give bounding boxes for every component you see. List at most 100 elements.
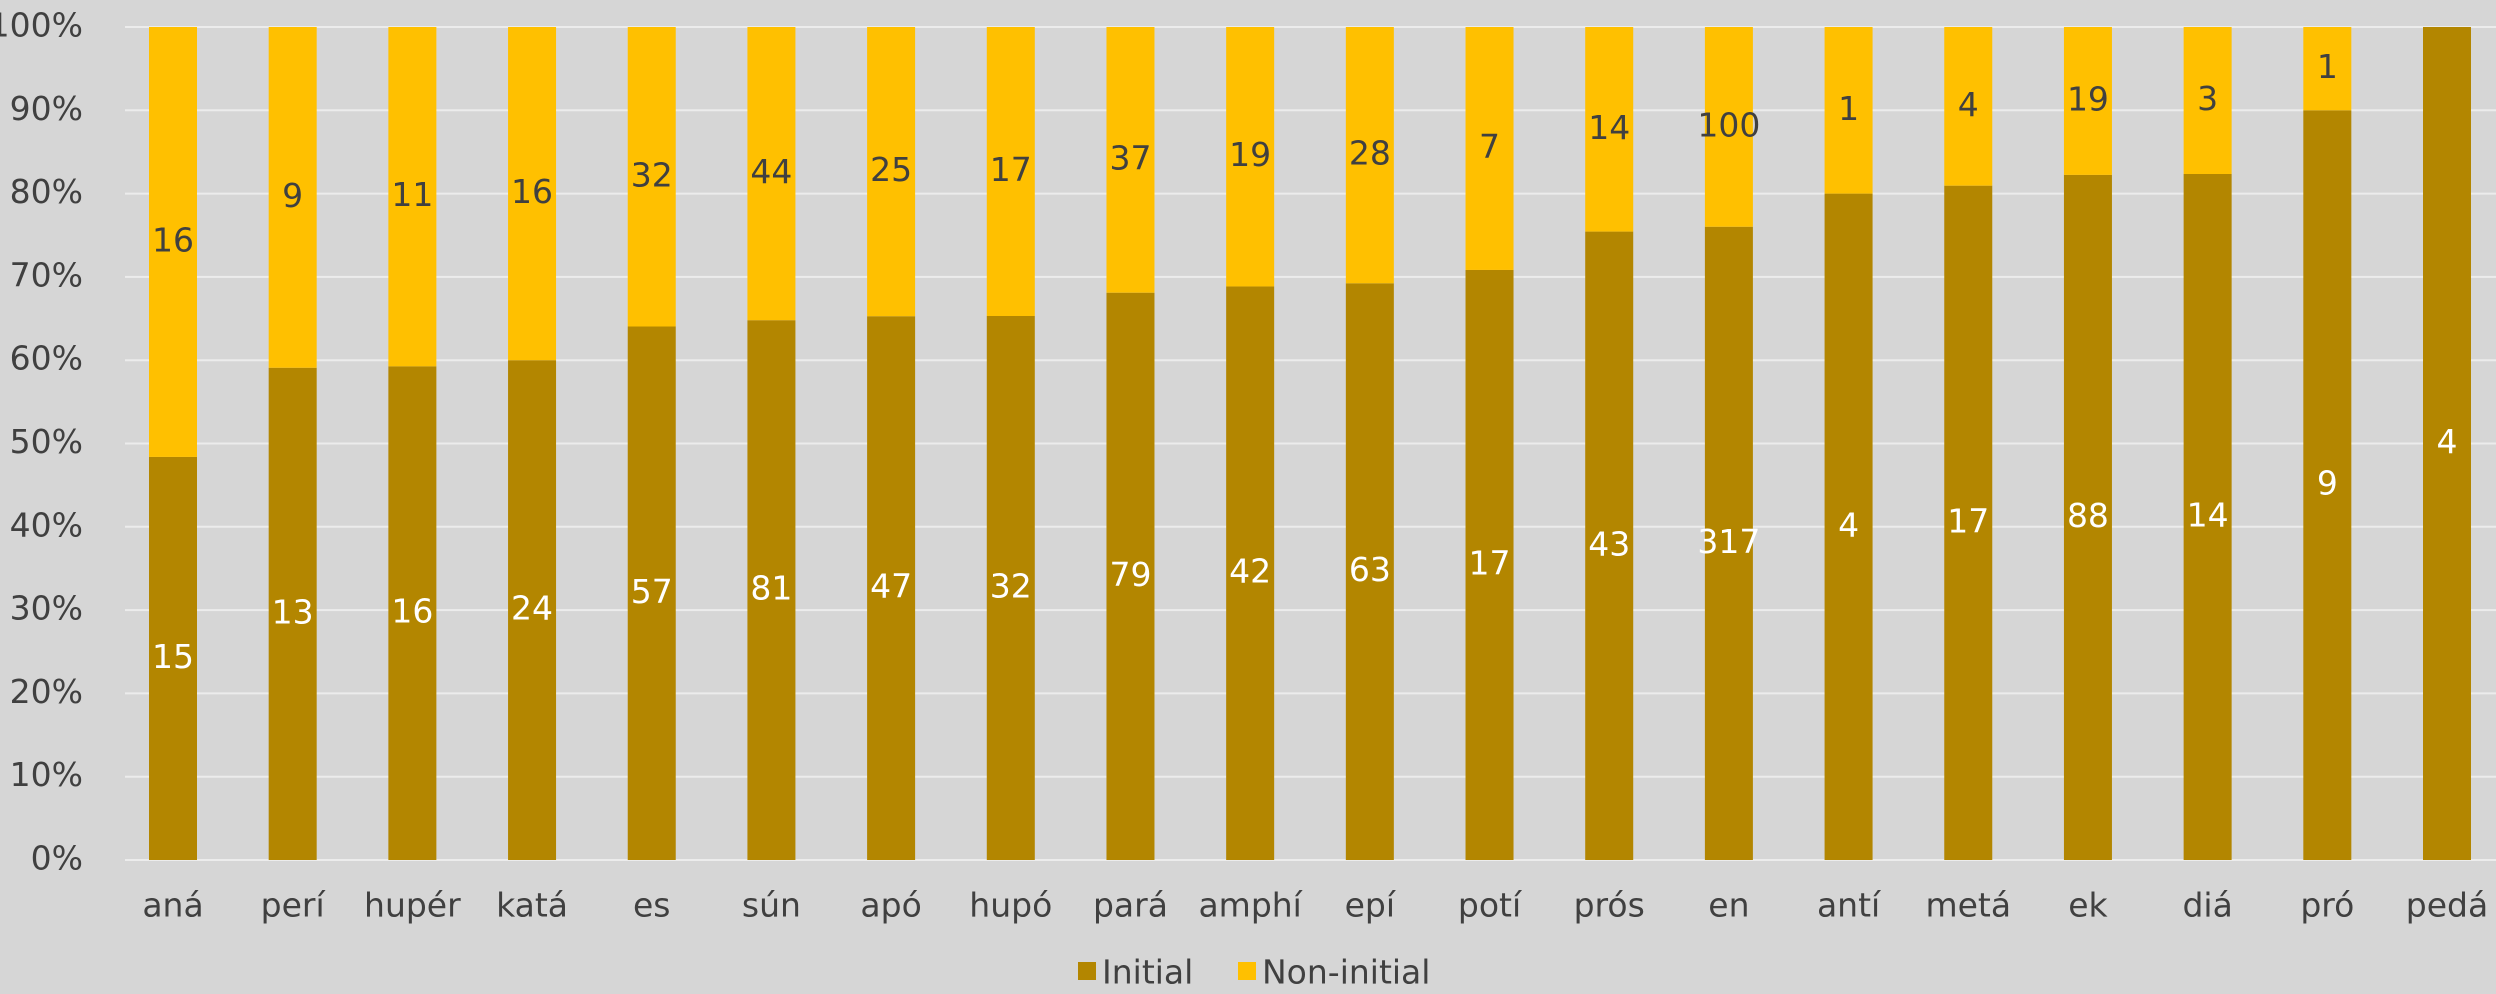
bar-segment: [1465, 269, 1514, 860]
data-label: 37: [1109, 138, 1151, 177]
x-tick-label: hupér: [364, 886, 461, 925]
data-label: 16: [391, 592, 433, 631]
bar-segment: [388, 366, 437, 860]
bar-segment: [1226, 286, 1275, 861]
data-label: 15: [152, 637, 194, 676]
bar-segment: [867, 27, 916, 317]
data-label: 19: [2067, 79, 2109, 118]
bar-segment: [747, 27, 796, 321]
y-tick-label: 10%: [10, 755, 83, 794]
bar-segment: [268, 27, 317, 368]
bar-segment: [388, 27, 437, 367]
bar-segment: [1345, 283, 1394, 860]
x-tick-label: es: [633, 886, 671, 925]
legend-label: Non-initial: [1262, 953, 1430, 992]
bar-segment: [1345, 27, 1394, 284]
bar-segment: [1824, 193, 1873, 861]
data-label: 57: [631, 572, 673, 611]
bar-segment: [2303, 27, 2352, 111]
bar-segment: [867, 316, 916, 861]
bar-segment: [2303, 110, 2352, 861]
data-label: 63: [1349, 550, 1391, 589]
y-tick-label: 100%: [0, 6, 83, 45]
bar-segment: [2063, 27, 2112, 175]
bar-segment: [747, 320, 796, 860]
legend-swatch: [1238, 962, 1256, 980]
bar-segment: [149, 456, 197, 860]
y-tick-label: 70%: [10, 255, 83, 294]
y-tick-label: 30%: [10, 589, 83, 628]
x-tick-label: hupó: [969, 886, 1052, 925]
bar-segment: [149, 27, 197, 457]
bar-segment: [508, 360, 557, 860]
bar-segment: [1585, 231, 1634, 860]
data-label: 25: [870, 150, 912, 189]
x-tick-label: en: [1708, 886, 1749, 925]
x-tick-label: pedá: [2406, 886, 2488, 925]
x-tick-label: metá: [1925, 886, 2011, 925]
y-tick-label: 20%: [10, 672, 83, 711]
bar-segment: [508, 27, 557, 361]
data-label: 9: [2317, 464, 2338, 503]
data-label: 81: [750, 569, 792, 608]
data-label: 11: [391, 175, 433, 214]
bar-segment: [1944, 185, 1993, 860]
data-label: 3: [2197, 79, 2218, 118]
x-tick-label: pró: [2300, 886, 2354, 925]
data-label: 14: [1588, 108, 1630, 147]
data-label: 24: [511, 589, 553, 628]
bar-segment: [1465, 27, 1514, 270]
data-label: 44: [750, 152, 792, 191]
x-tick-label: aná: [142, 886, 203, 925]
bar-segment: [1704, 27, 1753, 227]
bar-segment: [2183, 27, 2232, 174]
data-label: 16: [152, 220, 194, 259]
x-tick-label: epí: [1345, 886, 1397, 925]
data-label: 32: [631, 155, 673, 194]
x-tick-label: apó: [860, 886, 921, 925]
data-label: 1: [2317, 47, 2338, 86]
data-label: 100: [1697, 105, 1760, 144]
data-label: 32: [990, 567, 1032, 606]
data-label: 317: [1697, 522, 1760, 561]
data-label: 13: [272, 592, 314, 631]
bar-segment: [1585, 27, 1634, 232]
data-label: 4: [2437, 422, 2458, 461]
y-tick-label: 40%: [10, 505, 83, 544]
bar-segment: [627, 27, 676, 327]
y-tick-label: 90%: [10, 89, 83, 128]
x-tick-label: potí: [1458, 886, 1523, 925]
data-label: 47: [870, 567, 912, 606]
x-tick-label: amphí: [1198, 886, 1303, 925]
data-label: 19: [1229, 135, 1271, 174]
data-label: 17: [990, 150, 1032, 189]
data-label: 42: [1229, 552, 1271, 591]
data-label: 79: [1109, 555, 1151, 594]
data-label: 17: [1947, 501, 1989, 540]
data-label: 4: [1838, 505, 1859, 544]
y-tick-label: 60%: [10, 339, 83, 378]
bar-segment: [1704, 226, 1753, 860]
x-tick-label: ek: [2068, 886, 2108, 925]
bar-segment: [1824, 27, 1873, 194]
legend-swatch: [1078, 962, 1096, 980]
bar-segment: [2183, 174, 2232, 860]
data-label: 9: [282, 176, 303, 215]
bar-segment: [268, 367, 317, 860]
bar-segment: [1106, 292, 1155, 861]
data-label: 4: [1958, 85, 1979, 124]
bar-segment: [986, 27, 1035, 316]
data-label: 16: [511, 172, 553, 211]
y-tick-label: 50%: [10, 422, 83, 461]
data-label: 7: [1479, 127, 1500, 166]
bar-segment: [986, 316, 1035, 860]
data-label: 17: [1469, 543, 1511, 582]
x-tick-label: pará: [1093, 886, 1168, 925]
y-tick-label: 0%: [31, 839, 83, 878]
x-tick-label: katá: [496, 886, 568, 925]
bar-segment: [627, 326, 676, 860]
legend-label: Initial: [1102, 953, 1193, 992]
bar-segment: [1944, 27, 1993, 186]
data-label: 43: [1588, 524, 1630, 563]
